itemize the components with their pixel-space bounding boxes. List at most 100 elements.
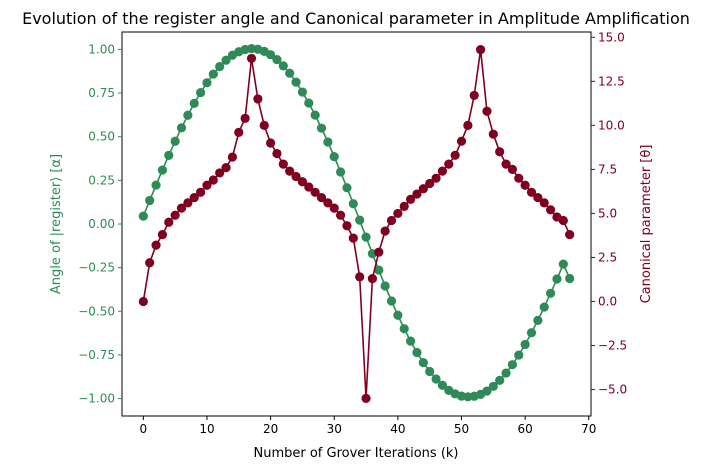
canonical-point [291, 171, 301, 182]
canonical-point [418, 184, 428, 194]
canonical-point [227, 152, 238, 162]
angle-point [393, 310, 403, 320]
angle-point [558, 259, 568, 269]
canonical-point [329, 203, 339, 213]
angle-point [552, 274, 562, 284]
canonical-point [278, 159, 288, 169]
right-tick-label: 12.5 [598, 74, 625, 88]
angle-point [348, 199, 358, 209]
x-tick-label: 0 [139, 422, 147, 436]
angle-point [501, 368, 511, 378]
canonical-point [520, 180, 530, 190]
canonical-point [221, 163, 231, 173]
angle-point [221, 55, 231, 65]
angle-point [310, 110, 320, 120]
canonical-point [202, 180, 212, 190]
left-tick-label: −0.75 [78, 348, 115, 362]
canonical-point [259, 120, 269, 130]
angle-point [265, 50, 276, 60]
left-tick-label: 0.75 [88, 86, 115, 100]
right-tick-label: 2.5 [598, 250, 617, 264]
angle-point [335, 167, 346, 177]
canonical-point [215, 168, 225, 178]
x-tick-label: 50 [454, 422, 469, 436]
canonical-point [164, 217, 174, 227]
canonical-point [450, 150, 460, 160]
left-tick-label: 0.50 [88, 130, 115, 144]
angle-point [565, 273, 575, 284]
canonical-point [501, 159, 511, 169]
canonical-point [189, 192, 199, 203]
angle-point [374, 265, 384, 275]
canonical-point [234, 127, 244, 138]
canonical-point [431, 173, 441, 183]
angle-point [208, 69, 218, 79]
angle-point [520, 339, 530, 350]
canonical-point [361, 393, 371, 403]
left-tick-label: 0.25 [88, 173, 115, 187]
right-tick-label: 7.5 [598, 162, 617, 176]
canonical-point [157, 229, 168, 240]
canonical-point [348, 233, 358, 243]
x-axis-label: Number of Grover Iterations (k) [254, 446, 459, 461]
angle-point [405, 336, 416, 346]
angle-point [507, 360, 518, 370]
canonical-point [297, 177, 308, 187]
angle-point [437, 380, 448, 390]
left-tick-label: −1.00 [78, 392, 115, 406]
angle-point [170, 136, 180, 146]
angle-point [272, 54, 282, 65]
angle-point [189, 98, 199, 108]
canonical-point [482, 106, 492, 116]
x-tick-label: 20 [263, 422, 278, 436]
canonical-point [565, 229, 575, 240]
angle-point [195, 87, 206, 98]
right-axis-ticks: −5.0 −2.5 0.0 2.5 5.0 7.5 10.0 12.5 15.0 [591, 30, 627, 397]
canonical-point [335, 210, 346, 220]
canonical-point [285, 166, 295, 176]
angle-point [418, 357, 428, 368]
angle-point [386, 296, 397, 306]
canonical-point [437, 166, 448, 176]
canonical-point [374, 247, 384, 257]
canonical-point [176, 203, 187, 213]
canonical-point [195, 187, 206, 197]
canonical-point [145, 258, 155, 268]
canonical-point [514, 173, 524, 183]
angle-series [138, 43, 575, 402]
canonical-point [386, 215, 397, 226]
right-axis-label: Canonical parameter [θ] [639, 145, 654, 304]
canonical-point [545, 205, 556, 215]
canonical-point [138, 296, 148, 307]
canonical-point [265, 138, 276, 148]
canonical-point [526, 187, 537, 197]
chart-title: Evolution of the register angle and Cano… [22, 9, 690, 28]
canonical-point [456, 136, 467, 146]
right-tick-label: −5.0 [598, 383, 627, 397]
angle-point [151, 180, 161, 190]
canonical-point [316, 192, 327, 203]
angle-point [291, 77, 301, 87]
canonical-point [272, 148, 282, 159]
canonical-point [444, 159, 454, 169]
canonical-point [405, 194, 416, 204]
left-tick-label: −0.25 [78, 261, 115, 275]
left-axis-label: Angle of |register⟩ [α] [49, 154, 64, 294]
angle-point [183, 110, 193, 120]
angle-point [157, 165, 168, 175]
canonical-point [310, 187, 320, 197]
canonical-point [488, 129, 498, 139]
angle-point [488, 381, 498, 391]
angle-point [164, 150, 174, 161]
canonical-point [151, 240, 161, 250]
angle-point [526, 328, 537, 338]
canonical-point [342, 221, 352, 231]
angle-point [138, 211, 148, 221]
angle-point [431, 374, 441, 384]
canonical-point [469, 90, 479, 101]
canonical-point [495, 147, 505, 157]
canonical-point [393, 208, 403, 219]
canonical-point [246, 53, 257, 64]
left-tick-label: 0.00 [88, 217, 115, 231]
